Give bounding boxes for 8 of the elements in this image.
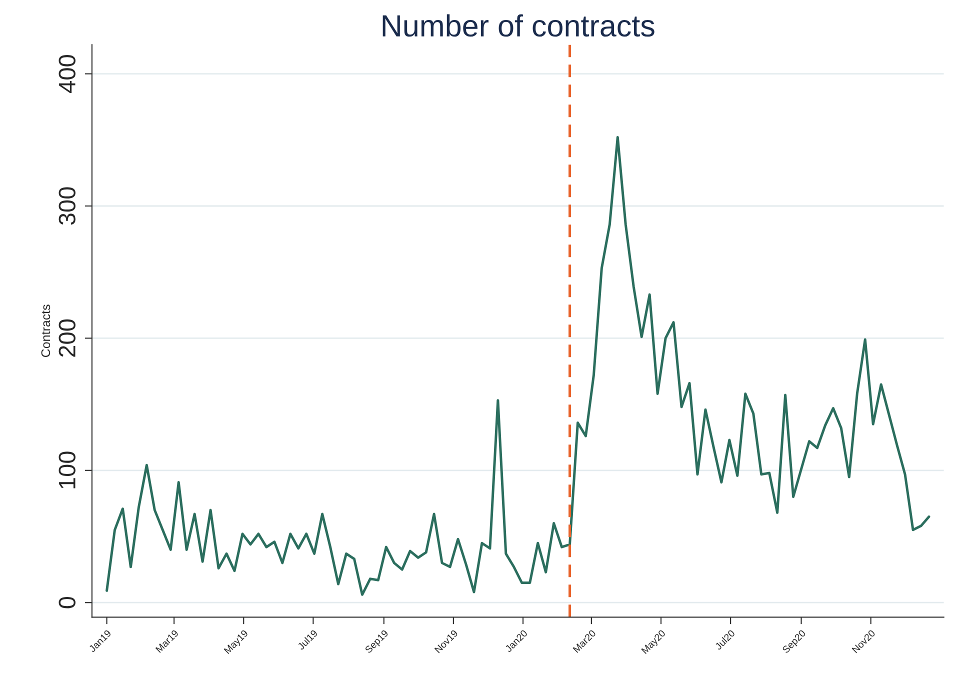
y-tick-label: 200 bbox=[58, 319, 76, 357]
y-tick-label: 0 bbox=[58, 596, 76, 608]
y-tick-label: 100 bbox=[58, 452, 76, 488]
y-axis-title: Contracts bbox=[41, 304, 50, 358]
y-tick-label: 300 bbox=[58, 187, 76, 225]
chart-title: Number of contracts bbox=[382, 14, 654, 37]
y-tick-label: 400 bbox=[58, 55, 76, 93]
line-series bbox=[106, 136, 930, 596]
